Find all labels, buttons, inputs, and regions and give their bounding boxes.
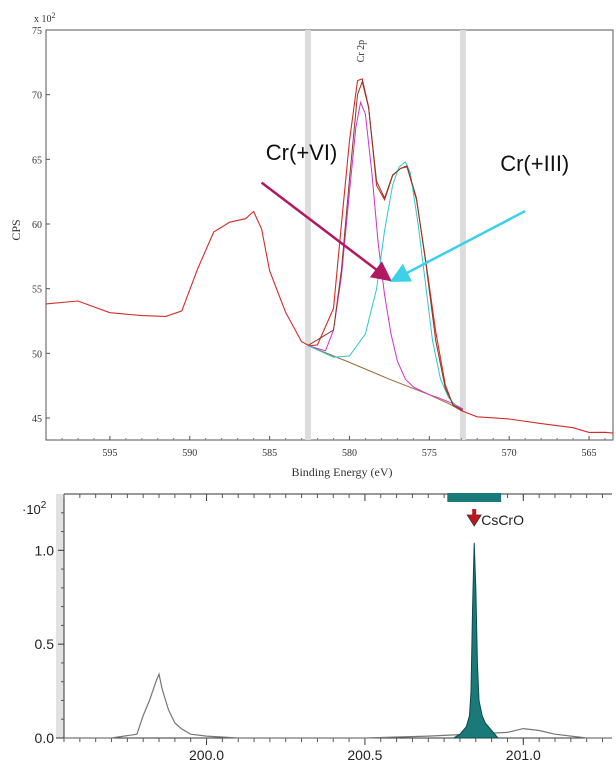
xps-peak-label: Cr 2p (356, 40, 367, 63)
xps-y-axis-label: CPS (9, 219, 23, 240)
xps-series-0 (45, 78, 614, 434)
xps-x-axis: 595 590 585 580 575 570 565 (61, 436, 606, 459)
xps-series-3 (307, 161, 464, 411)
ms-y-multiplier: ·102 (22, 500, 47, 517)
xps-y-tick-label-1: 50 (32, 349, 42, 360)
xps-region-marker-1 (459, 30, 466, 440)
xps-x-tick-label-0: 595 (102, 448, 117, 459)
xps-y-tick-label-3: 60 (32, 220, 42, 231)
xps-y-tick-label-0: 45 (32, 414, 42, 425)
xps-annotation-label-0: Cr(+VI) (266, 140, 338, 165)
xps-y-axis: 45 50 55 60 65 70 75 (32, 26, 50, 425)
xps-region-markers (304, 30, 466, 440)
ms-y-tick-label-2: 1.0 (35, 542, 55, 558)
xps-y-tick-label-2: 55 (32, 285, 42, 296)
ms-series-1 (451, 542, 500, 739)
ms-marker-bar (447, 493, 502, 502)
xps-y-tick-label-6: 75 (32, 26, 42, 37)
xps-x-tick-label-2: 585 (262, 448, 277, 459)
ms-y-tick-label-0: 0.0 (35, 730, 55, 746)
mass-spectrum-panel: 0.0 0.5 1.0 200.0 200.5 201.0 CsCrO ·102 (22, 493, 612, 763)
xps-x-tick-label-6: 565 (582, 448, 597, 459)
ms-marker-arrow-icon (466, 514, 482, 527)
xps-annotations: Cr(+VI) Cr(+III) (260, 140, 569, 282)
xps-region-marker-0 (304, 30, 311, 440)
ms-marker-group: CsCrO (447, 493, 524, 528)
ms-x-tick-label-2: 201.0 (506, 747, 541, 763)
xps-annotation-arrow-1 (389, 209, 526, 282)
ms-x-tick-label-1: 200.5 (347, 747, 382, 763)
ms-axes-ticks: 0.0 0.5 1.0 200.0 200.5 201.0 (35, 494, 603, 763)
ms-marker-arrow-stem (472, 509, 477, 516)
xps-x-tick-label-4: 575 (422, 448, 437, 459)
xps-annotation-arrow-0 (260, 181, 392, 282)
ms-series-0 (64, 672, 612, 739)
xps-panel: 45 50 55 60 65 70 75 595 590 585 580 575 570 565 Cr(… (9, 11, 614, 479)
xps-y-multiplier: x 102 (34, 11, 56, 25)
xps-annotation-label-1: Cr(+III) (500, 151, 569, 176)
ms-x-tick-label-0: 200.0 (189, 747, 224, 763)
ms-marker-label: CsCrO (481, 512, 524, 528)
xps-x-tick-label-5: 570 (502, 448, 517, 459)
xps-y-tick-label-5: 70 (32, 91, 42, 102)
ms-left-band (56, 494, 64, 738)
xps-series-4 (307, 79, 464, 411)
ms-y-tick-label-1: 0.5 (35, 636, 55, 652)
xps-y-tick-label-4: 65 (32, 155, 42, 166)
xps-x-tick-label-3: 580 (342, 448, 357, 459)
xps-x-axis-label: Binding Energy (eV) (291, 465, 392, 479)
xps-x-tick-label-1: 590 (182, 448, 197, 459)
ms-series-group (64, 542, 612, 739)
